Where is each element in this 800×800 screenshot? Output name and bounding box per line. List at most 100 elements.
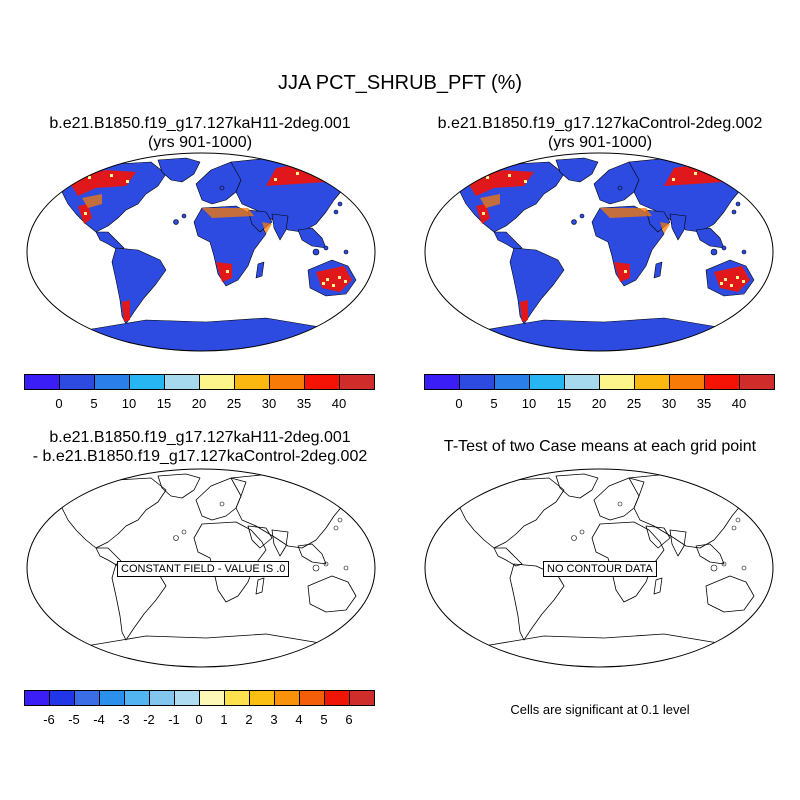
map3-island <box>312 564 320 572</box>
colorbar-h11-swatch <box>164 374 200 390</box>
colorbar-diff-tick-label: 1 <box>220 712 228 727</box>
colorbar-control-swatch <box>634 374 670 390</box>
map4-land-madagascar <box>653 577 663 595</box>
colorbar-control-tick-label: 30 <box>661 396 677 411</box>
map4-island <box>721 561 727 567</box>
map1-shrub-high-region <box>122 300 130 322</box>
colorbar-diff-tick-label: 2 <box>245 712 253 727</box>
map1-shrub-high-region <box>316 266 352 292</box>
map1-land-madagascar <box>255 261 265 279</box>
map4-island <box>731 525 737 531</box>
colorbar-control-swatch <box>494 374 530 390</box>
map2-island <box>731 209 737 215</box>
panel-2-title: b.e21.B1850.f19_g17.127kaControl-2deg.00… <box>400 114 800 152</box>
map2-shrub-low-cell <box>694 172 697 175</box>
map2-land-greenland <box>555 157 599 183</box>
map1-island <box>312 248 320 256</box>
colorbar-h11-swatch <box>59 374 95 390</box>
map1-land-india <box>271 213 289 241</box>
colorbar-control-swatch <box>739 374 775 390</box>
map3-island <box>333 525 339 531</box>
map4-map-border <box>424 468 774 668</box>
map4-land-india <box>669 529 687 557</box>
map1-shrub-low-cell <box>126 180 129 183</box>
panel-1-title-line2: (yrs 901-1000) <box>147 134 253 151</box>
map1-shrub-mid-region <box>262 222 272 234</box>
map2-island <box>721 245 727 251</box>
map2-shrub-low-cell <box>742 280 745 283</box>
colorbar-diff-swatch <box>349 690 375 706</box>
map1-shrub-low-cell <box>338 276 341 279</box>
map2-island <box>579 213 585 219</box>
map4-island <box>571 535 577 541</box>
colorbar-diff-tick-label: -5 <box>68 712 80 727</box>
colorbar-h11-swatch <box>24 374 60 390</box>
colorbar-h11-tick-label: 15 <box>156 396 172 411</box>
colorbar-diff-swatch <box>49 690 75 706</box>
map3-island <box>337 517 343 523</box>
map2-shrub-low-cell <box>720 282 723 285</box>
map3-land-africa <box>193 521 267 603</box>
map2-shrub-low-cell <box>724 278 727 281</box>
colorbar-h11-tick-label: 40 <box>331 396 347 411</box>
colorbar-h11-tick-label: 5 <box>90 396 98 411</box>
map3-land-northAmerica <box>55 477 167 549</box>
map3-map-border <box>26 468 376 668</box>
colorbar-h11-swatch <box>129 374 165 390</box>
colorbar-diff-swatch <box>74 690 100 706</box>
map2-shrub-low-cell <box>508 174 511 177</box>
map1-map-border <box>26 152 376 352</box>
map1-shrub-mid-region <box>202 208 254 218</box>
map4-land-australia <box>705 575 755 613</box>
colorbar-diff-tick-label: -4 <box>93 712 105 727</box>
significance-note: Cells are significant at 0.1 level <box>510 702 690 717</box>
map2-shrub-mid-region <box>600 208 652 218</box>
colorbar-control-tick-label: 5 <box>490 396 498 411</box>
map1-shrub-low-cell <box>326 278 329 281</box>
map4-island <box>735 517 741 523</box>
panel-4-title-line1: T-Test of two Case means at each grid po… <box>443 438 757 455</box>
colorbar-diff-swatch <box>199 690 225 706</box>
colorbar-diff-tick-label: -6 <box>43 712 55 727</box>
colorbar-diff-swatch <box>299 690 325 706</box>
colorbar-h11-swatch <box>199 374 235 390</box>
colorbar-h11-tick-label: 35 <box>296 396 312 411</box>
colorbar-control-swatch <box>669 374 705 390</box>
colorbar-h11-swatch <box>304 374 340 390</box>
colorbar-control-tick-label: 40 <box>731 396 747 411</box>
map1-shrub-mid-region <box>82 194 102 208</box>
figure-title: JJA PCT_SHRUB_PFT (%) <box>277 72 523 94</box>
panel-1-title-line1: b.e21.B1850.f19_g17.127kaH11-2deg.001 <box>49 115 351 132</box>
map2-shrub-low-cell <box>714 170 717 173</box>
colorbar-control-tick-label: 25 <box>626 396 642 411</box>
map2-island <box>710 248 718 256</box>
colorbar-h11-tick-label: 10 <box>121 396 137 411</box>
map1-shrub-low-cell <box>110 174 113 177</box>
colorbar-control-swatch <box>564 374 600 390</box>
map1-island <box>181 213 187 219</box>
map2-land-madagascar <box>653 261 663 279</box>
colorbar-diff-tick-label: 4 <box>295 712 303 727</box>
constant-field-label: CONSTANT FIELD - VALUE IS .0 <box>117 561 290 577</box>
colorbar-diff-tick-label: -3 <box>118 712 130 727</box>
colorbar-h11-swatch <box>94 374 130 390</box>
colorbar-diff-tick-label: 5 <box>320 712 328 727</box>
map1-island <box>333 209 339 215</box>
map4-land-seAsia <box>695 543 725 565</box>
colorbar-control-swatch <box>704 374 740 390</box>
colorbar-control-swatch <box>424 374 460 390</box>
map1-shrub-low-cell <box>88 176 91 179</box>
colorbar-diff-swatch <box>274 690 300 706</box>
map1-island <box>337 201 343 207</box>
colorbar-control: 0 5 10 15 20 25 30 35 40 <box>424 374 775 414</box>
colorbar-control-tick-label: 10 <box>521 396 537 411</box>
colorbar-h11: 0 5 10 15 20 25 30 35 40 <box>24 374 375 414</box>
map3-island <box>173 535 179 541</box>
colorbar-diff-swatch <box>224 690 250 706</box>
map3-land-seAsia <box>297 543 327 565</box>
colorbar-h11-tick-label: 20 <box>191 396 207 411</box>
colorbar-control-tick-label: 20 <box>591 396 607 411</box>
map3-island <box>219 501 225 507</box>
colorbar-control-swatch <box>529 374 565 390</box>
panel-3-title: b.e21.B1850.f19_g17.127kaH11-2deg.001 - … <box>0 428 400 466</box>
